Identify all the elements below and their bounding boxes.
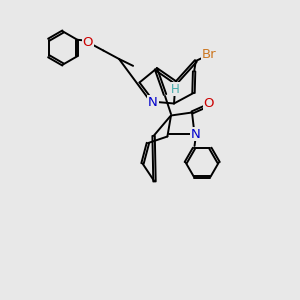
Text: O: O (82, 36, 93, 49)
Text: H: H (171, 83, 180, 96)
Text: Br: Br (202, 48, 217, 62)
Text: N: N (191, 128, 200, 141)
Text: N: N (148, 95, 158, 109)
Text: O: O (203, 97, 214, 110)
